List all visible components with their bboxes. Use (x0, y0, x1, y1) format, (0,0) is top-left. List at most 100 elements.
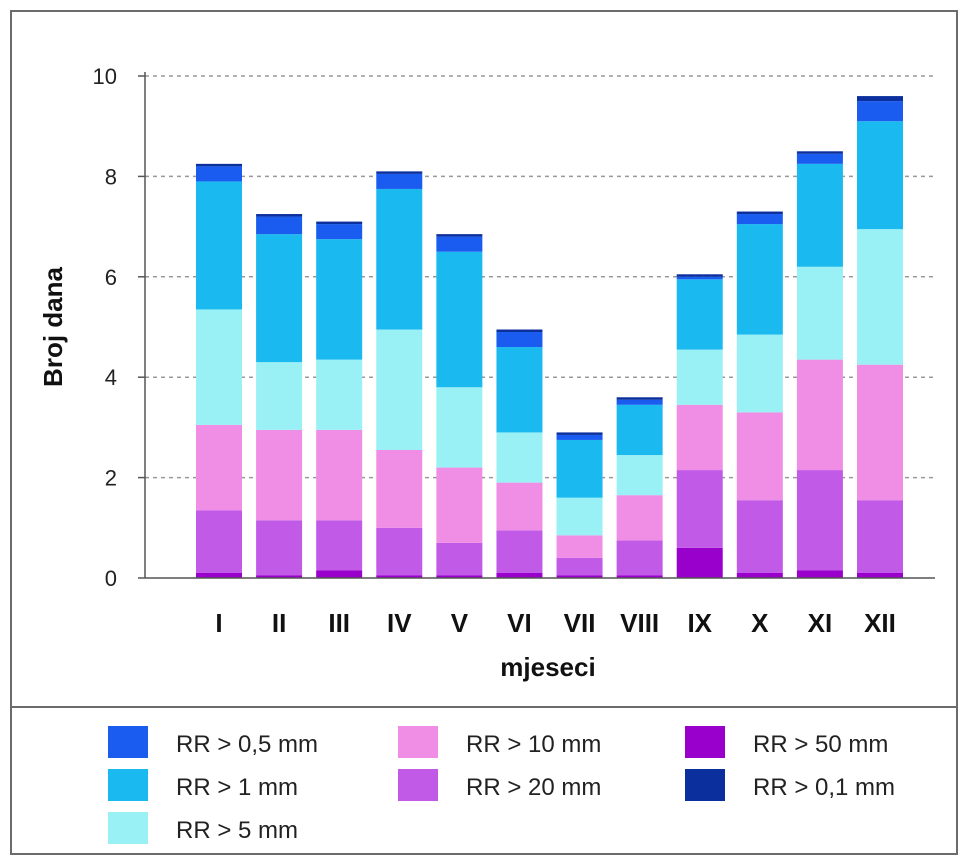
bar-segment (616, 575, 663, 578)
bar-segment (796, 163, 843, 267)
legend-label: RR > 0,5 mm (176, 731, 318, 758)
bar-segment (196, 572, 242, 578)
bar-segment (196, 309, 242, 425)
bar-segment (736, 412, 783, 501)
bar-segment (556, 557, 603, 576)
x-tick-label: X (751, 608, 769, 638)
x-tick-label: I (215, 608, 222, 638)
bar-segment (676, 547, 723, 578)
bar-segment (376, 171, 423, 174)
x-tick-label: XII (864, 608, 896, 638)
bar-segment (376, 188, 423, 330)
legend-swatch (685, 726, 725, 758)
bar-segment (556, 497, 603, 536)
bar-segment (436, 542, 483, 576)
bar-segment (316, 221, 363, 225)
bar-segment (376, 173, 423, 189)
bar-segment (316, 224, 363, 240)
bar-segment (376, 449, 423, 528)
bar-segment (496, 329, 543, 333)
bar-segment (796, 470, 843, 571)
bar-segment (196, 424, 242, 511)
bar-segment (496, 482, 543, 531)
legend: RR > 0,5 mm RR > 1 mm RR > 5 mm RR > 10 mm R… (108, 726, 895, 844)
bar-segment (436, 234, 483, 237)
bar-segment (436, 467, 483, 543)
x-tick-label: VII (564, 608, 596, 638)
legend-label: RR > 1 mm (176, 774, 298, 801)
bar-segment (556, 432, 603, 435)
y-tick-label: 0 (105, 566, 117, 591)
legend-swatch (108, 812, 148, 844)
bar-segment (857, 572, 903, 578)
bar-segment (316, 239, 363, 360)
bar-segment (857, 121, 903, 230)
legend-label: RR > 0,1 mm (753, 774, 895, 801)
bar-segment (676, 349, 723, 405)
bar-segment (436, 387, 483, 468)
bar-segment (736, 224, 783, 335)
legend-label: RR > 10 mm (466, 731, 601, 758)
bar-segment (316, 429, 363, 521)
bar-segment (196, 510, 242, 573)
legend-label: RR > 5 mm (176, 817, 298, 844)
bar-segment (436, 236, 483, 252)
bar-segment (796, 570, 843, 578)
x-tick-label: IV (387, 608, 412, 638)
bar-segment (436, 575, 483, 578)
y-tick-label: 4 (105, 365, 117, 390)
x-axis-label: mjeseci (500, 652, 595, 682)
bar-segment (736, 211, 783, 215)
bar-segment (796, 153, 843, 164)
legend-swatch (108, 769, 148, 801)
bar-segment (616, 399, 663, 405)
bar-segment (616, 495, 663, 541)
bar-segment (496, 332, 543, 348)
bar-segment (556, 535, 603, 558)
y-tick-label: 6 (105, 265, 117, 290)
bar-segment (556, 439, 603, 498)
bar-segment (196, 166, 242, 182)
bar-segment (196, 181, 242, 310)
legend-swatch (398, 726, 438, 758)
bar-segment (616, 397, 663, 400)
bar-segment (736, 214, 783, 225)
legend-swatch (108, 726, 148, 758)
legend-swatch (398, 769, 438, 801)
bar-segment (736, 334, 783, 413)
bar-segment (857, 500, 903, 573)
x-tick-label: III (328, 608, 350, 638)
bar-segment (676, 279, 723, 350)
bar-segment (857, 101, 903, 122)
bar-segment (256, 214, 303, 217)
legend-label: RR > 20 mm (466, 774, 601, 801)
bar-segment (676, 276, 723, 280)
legend-label: RR > 50 mm (753, 731, 888, 758)
bar-segment (676, 404, 723, 471)
x-tick-label: XI (808, 608, 833, 638)
bar-segment (676, 470, 723, 548)
bar-segment (256, 234, 303, 363)
bar-segment (496, 572, 543, 578)
bar-segment (857, 229, 903, 365)
bar-segment (676, 274, 723, 277)
bars (196, 96, 903, 578)
bar-segment (736, 500, 783, 573)
bar-segment (256, 362, 303, 430)
bar-segment (796, 359, 843, 471)
bar-segment (256, 575, 303, 578)
bar-segment (616, 540, 663, 576)
y-tick-label: 10 (93, 64, 117, 89)
x-tick-label: VI (507, 608, 532, 638)
bar-segment (616, 404, 663, 456)
y-tick-label: 2 (105, 466, 117, 491)
bar-segment (376, 527, 423, 576)
x-tick-label: II (272, 608, 286, 638)
bar-segment (316, 520, 363, 571)
bar-segment (496, 432, 543, 483)
bar-segment (796, 266, 843, 360)
bar-segment (436, 251, 483, 388)
y-tick-label: 8 (105, 164, 117, 189)
